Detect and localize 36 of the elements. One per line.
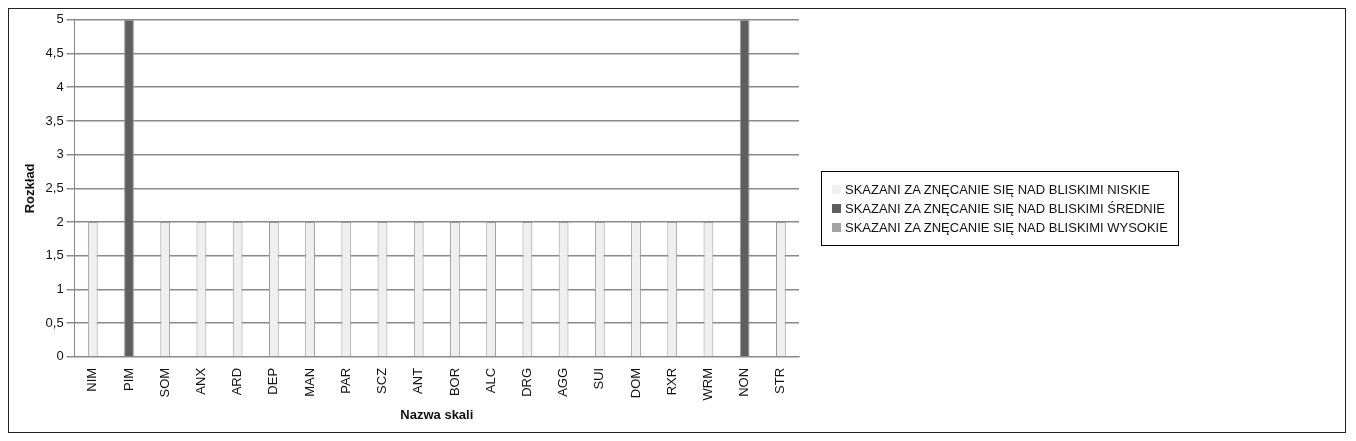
y-tick-label: 3,5 (45, 112, 64, 128)
x-tick-label: ANT (410, 367, 426, 394)
x-tick-label: WRM (700, 367, 716, 401)
x-tick-label: DEP (265, 367, 281, 395)
x-tick-label: ALC (482, 367, 498, 394)
y-tick-label: 0,5 (45, 314, 64, 330)
x-tick-label: SCZ (374, 367, 390, 394)
y-tick-label: 4 (56, 78, 64, 94)
x-tick-label: SOM (156, 367, 172, 398)
y-tick-label: 4,5 (45, 45, 64, 61)
x-axis-title: Nazwa skali (400, 406, 474, 422)
x-tick-label: DOM (627, 367, 643, 399)
y-axis-title: Rozkład (22, 163, 38, 214)
x-tick-label: NIM (84, 367, 100, 392)
y-tick-label: 0 (56, 348, 64, 364)
x-tick-label: DRG (518, 367, 534, 397)
y-tick-label: 2 (56, 213, 64, 229)
x-tick-label: STR (772, 367, 788, 394)
y-tick-label: 3 (56, 146, 64, 162)
x-tick-label: ARD (229, 367, 245, 396)
x-tick-label: MAN (301, 367, 317, 397)
y-tick-label: 2,5 (45, 179, 64, 195)
legend-label: SKAZANI ZA ZNĘCANIE SIĘ NAD BLISKIMI NISKIE (845, 182, 1150, 197)
legend-label: SKAZANI ZA ZNĘCANIE SIĘ NAD BLISKIMI WYSOKIE (845, 220, 1168, 235)
x-tick-label: PIM (120, 367, 136, 392)
x-tick-label: PAR (337, 367, 353, 394)
x-tick-label: BOR (446, 367, 462, 397)
x-tick-label: SUI (591, 367, 607, 390)
x-tick-label: NON (736, 367, 752, 397)
y-tick-label: 5 (56, 11, 64, 27)
legend-label: SKAZANI ZA ZNĘCANIE SIĘ NAD BLISKIMI ŚREDNIE (845, 201, 1166, 216)
x-tick-label: ANX (193, 367, 209, 395)
y-tick-label: 1 (56, 281, 64, 297)
y-tick-label: 1,5 (45, 247, 64, 263)
x-tick-label: RXR (663, 367, 679, 396)
x-tick-label: AGG (555, 367, 571, 397)
